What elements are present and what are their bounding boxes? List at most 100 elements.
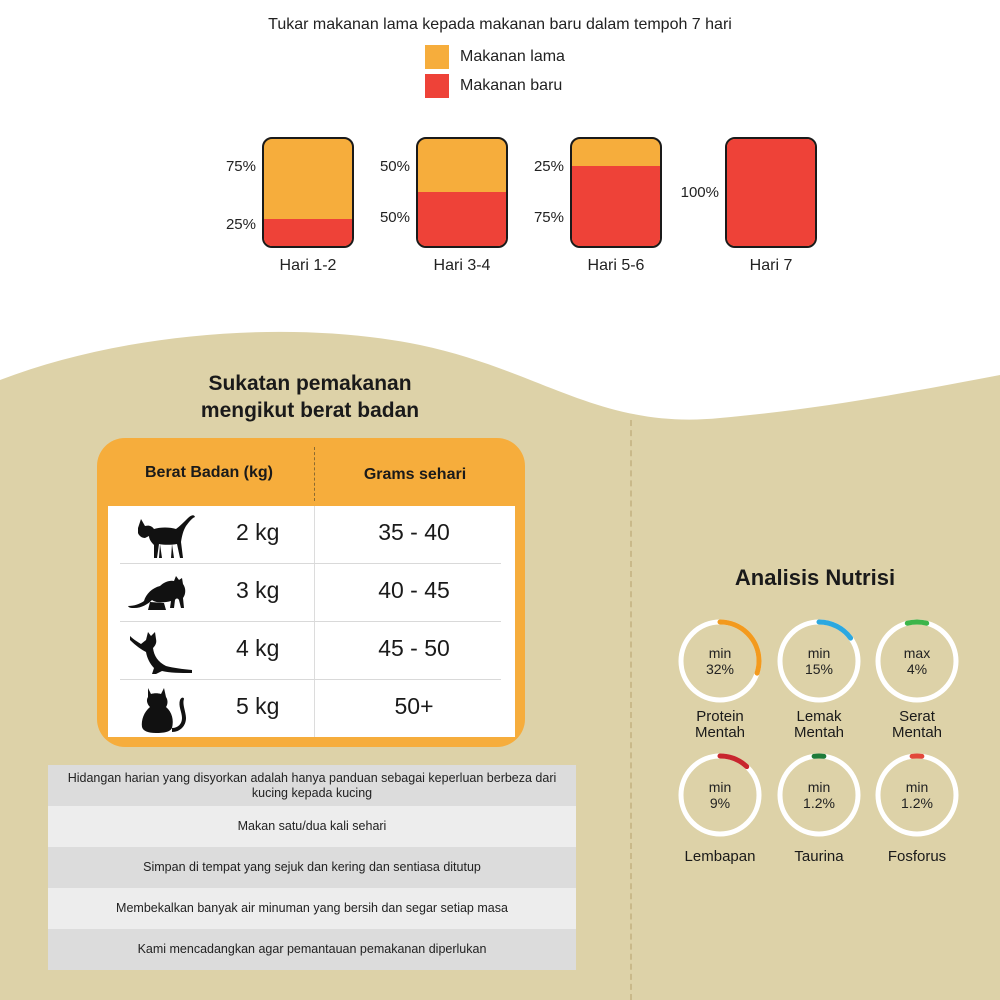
note-item: Kami mencadangkan agar pemantauan pemaka… bbox=[48, 929, 576, 970]
jar-new-food-fill bbox=[572, 166, 660, 246]
percent-label-new: 50% bbox=[379, 209, 410, 226]
nutrient-amount: 32% bbox=[705, 661, 735, 677]
ring-arc bbox=[678, 619, 762, 703]
note-item: Simpan di tempat yang sejuk dan kering d… bbox=[48, 847, 576, 888]
nutrient-ring: min 9% bbox=[677, 752, 763, 838]
table-row: 2 kg 35 - 40 bbox=[108, 506, 515, 564]
day-label: Hari 5-6 bbox=[587, 257, 645, 274]
header-divider bbox=[314, 447, 315, 501]
nutrient-qualifier: min bbox=[708, 779, 732, 795]
row-divider bbox=[120, 621, 501, 622]
day-label: Hari 7 bbox=[749, 257, 793, 274]
row-divider bbox=[120, 679, 501, 680]
nutrient-label-line1: Protein bbox=[696, 708, 744, 725]
nutrient-ring-graphic bbox=[875, 619, 959, 703]
grams-value: 40 - 45 bbox=[378, 577, 450, 603]
legend: Makanan lama Makanan baru bbox=[425, 44, 565, 102]
day-label: Hari 3-4 bbox=[433, 257, 491, 274]
nutrient-label: Lembapan bbox=[660, 849, 780, 865]
nutrient-label: Taurina bbox=[759, 849, 879, 865]
table-row: 4 kg 45 - 50 bbox=[108, 622, 515, 680]
grams-value: 50+ bbox=[394, 693, 434, 719]
nutrient-amount: 1.2% bbox=[901, 795, 933, 811]
feeding-notes: Hidangan harian yang disyorkan adalah ha… bbox=[48, 765, 576, 970]
nutrient-qualifier: min bbox=[807, 779, 831, 795]
nutrient-value: min 15% bbox=[776, 618, 862, 704]
nutrient-label-line2: Mentah bbox=[694, 724, 746, 741]
percent-label-old: 50% bbox=[379, 158, 410, 175]
nutrient-amount: 9% bbox=[709, 795, 731, 811]
nutrient-label-line1: Taurina bbox=[794, 848, 844, 865]
nutrient-ring: max 4% bbox=[874, 618, 960, 704]
jar-new-food-fill bbox=[418, 192, 506, 246]
transition-jar bbox=[725, 137, 817, 248]
grams-value: 45 - 50 bbox=[378, 635, 450, 661]
feeding-title-line1: Sukatan pemakanan bbox=[208, 372, 412, 395]
nutrient-ring-graphic bbox=[777, 619, 861, 703]
nutrient-qualifier: min bbox=[807, 645, 831, 661]
feeding-title: Sukatan pemakanan mengikut berat badan bbox=[100, 370, 520, 424]
jar-new-food-fill bbox=[727, 139, 815, 246]
table-row: 5 kg 50+ bbox=[108, 680, 515, 738]
nutrient-ring: min 1.2% bbox=[776, 752, 862, 838]
ring-arc bbox=[678, 753, 762, 837]
nutrient-label: Fosforus bbox=[857, 849, 977, 865]
sitting-cat-icon bbox=[141, 688, 186, 733]
transition-jar bbox=[262, 137, 354, 248]
weight-value: 4 kg bbox=[236, 635, 280, 661]
legend-label-old: Makanan lama bbox=[460, 48, 565, 65]
nutrition-title: Analisis Nutrisi bbox=[734, 565, 896, 590]
legend-item-old: Makanan lama bbox=[425, 44, 565, 70]
ring-arc bbox=[777, 753, 861, 837]
percent-label-new: 25% bbox=[225, 216, 256, 233]
percent-label: 100% bbox=[680, 184, 719, 201]
col-header-grams: Grams sehari bbox=[363, 466, 467, 483]
transition-jar bbox=[570, 137, 662, 248]
nutrient-value: min 9% bbox=[677, 752, 763, 838]
nutrient-label-line2: Mentah bbox=[793, 724, 845, 741]
transition-title: Tukar makanan lama kepada makanan baru d… bbox=[268, 16, 732, 33]
day-label: Hari 1-2 bbox=[279, 257, 337, 274]
nutrient-label: Lemak Mentah bbox=[759, 709, 879, 741]
nutrient-ring: min 32% bbox=[677, 618, 763, 704]
nutrient-ring-graphic bbox=[678, 619, 762, 703]
note-item: Hidangan harian yang disyorkan adalah ha… bbox=[48, 765, 576, 806]
ring-arc bbox=[777, 619, 861, 703]
table-row: 3 kg 40 - 45 bbox=[108, 564, 515, 622]
row-divider bbox=[120, 563, 501, 564]
section-divider bbox=[630, 420, 632, 1000]
nutrient-qualifier: max bbox=[903, 645, 931, 661]
nutrient-ring-graphic bbox=[678, 753, 762, 837]
nutrient-label-line2: Mentah bbox=[891, 724, 943, 741]
nutrient-label-line1: Fosforus bbox=[887, 848, 947, 865]
ring-arc bbox=[875, 753, 959, 837]
percent-label-old: 75% bbox=[225, 158, 256, 175]
nutrient-value: min 32% bbox=[677, 618, 763, 704]
col-header-weight: Berat Badan (kg) bbox=[144, 464, 274, 481]
grams-value: 35 - 40 bbox=[378, 519, 450, 545]
weight-value: 5 kg bbox=[236, 693, 280, 719]
grooming-cat-icon bbox=[128, 576, 186, 610]
weight-value: 2 kg bbox=[236, 519, 280, 545]
nutrient-label: Serat Mentah bbox=[857, 709, 977, 741]
nutrient-value: min 1.2% bbox=[874, 752, 960, 838]
nutrient-ring-graphic bbox=[875, 753, 959, 837]
nutrient-qualifier: min bbox=[905, 779, 929, 795]
percent-label-old: 25% bbox=[533, 158, 564, 175]
nutrient-label: Protein Mentah bbox=[660, 709, 780, 741]
legend-swatch-old bbox=[425, 45, 449, 69]
nutrient-label-line1: Serat bbox=[899, 708, 935, 725]
note-item: Membekalkan banyak air minuman yang bers… bbox=[48, 888, 576, 929]
note-item: Makan satu/dua kali sehari bbox=[48, 806, 576, 847]
transition-jar bbox=[416, 137, 508, 248]
nutrient-qualifier: min bbox=[708, 645, 732, 661]
stretching-cat-icon bbox=[130, 632, 192, 674]
nutrient-amount: 15% bbox=[804, 661, 834, 677]
nutrient-label-line1: Lemak bbox=[796, 708, 842, 725]
nutrient-ring-graphic bbox=[777, 753, 861, 837]
nutrient-value: max 4% bbox=[874, 618, 960, 704]
standing-cat-icon bbox=[138, 515, 195, 558]
percent-label-new: 75% bbox=[533, 209, 564, 226]
nutrient-amount: 1.2% bbox=[803, 795, 835, 811]
ring-arc bbox=[875, 619, 959, 703]
